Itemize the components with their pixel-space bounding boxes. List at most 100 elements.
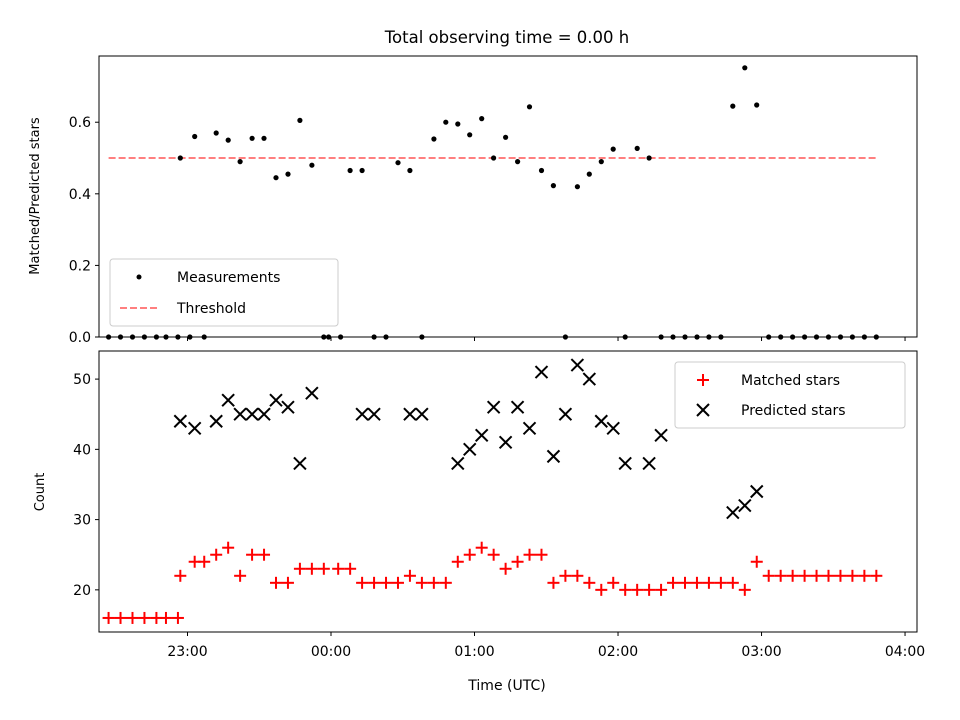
predicted-star-point	[546, 449, 561, 464]
measurement-point	[610, 146, 616, 152]
matched-star-point	[762, 569, 775, 582]
measurement-point	[455, 121, 461, 127]
predicted-star-point	[305, 386, 319, 400]
predicted-star-point	[750, 484, 764, 499]
measurement-point	[347, 167, 353, 174]
ratio-plot-area	[106, 65, 879, 340]
measurement-point	[526, 104, 533, 110]
y-axis-label: Matched/Predicted stars	[28, 117, 43, 275]
matched-star-point	[678, 576, 691, 589]
matched-star-point	[439, 576, 452, 589]
y-tick-label: 0.2	[69, 258, 91, 274]
matched-star-point	[317, 562, 330, 575]
ratio-axes-frame	[98, 55, 918, 338]
measurement-point	[538, 167, 545, 174]
predicted-star-point	[221, 393, 235, 407]
legend-measurements-marker	[136, 274, 142, 280]
matched-star-point	[702, 576, 715, 589]
legend-predicted-marker	[696, 403, 710, 417]
predicted-star-point	[558, 407, 573, 421]
matched-star-point	[269, 576, 282, 589]
predicted-star-point	[463, 442, 477, 457]
matched-star-point	[475, 541, 488, 554]
matched-star-point	[619, 583, 632, 596]
matched-star-point	[607, 576, 620, 589]
predicted-star-point	[726, 505, 740, 520]
measurement-point	[742, 65, 748, 71]
matched-star-point	[523, 548, 536, 561]
count-panel: Count Time (UTC) 20 30 40 50 23:00 00:00 01:0…	[33, 350, 925, 694]
predicted-star-point	[654, 428, 668, 443]
matched-star-point	[810, 569, 823, 582]
matched-star-point	[293, 562, 306, 575]
matched-star-point	[595, 583, 608, 596]
count-axes-frame	[98, 350, 918, 633]
predicted-star-point	[269, 393, 283, 407]
predicted-star-point	[293, 456, 307, 471]
matched-star-point	[126, 611, 139, 624]
measurement-point	[297, 117, 303, 123]
predicted-star-point	[451, 456, 465, 471]
predicted-star-point	[367, 407, 381, 421]
matched-star-point	[834, 569, 847, 582]
x-tick-label: 23:00	[167, 644, 207, 660]
matched-star-point	[714, 576, 727, 589]
x-tick-label: 00:00	[311, 644, 351, 660]
count-legend: Matched stars Predicted stars	[674, 361, 906, 429]
measurement-point	[479, 116, 485, 122]
matched-star-point	[415, 576, 428, 589]
ratio-y-ticks: 0.0 0.2 0.4 0.6	[69, 115, 99, 346]
matched-star-point	[198, 555, 211, 568]
measurement-point	[407, 167, 413, 174]
predicted-star-point	[642, 456, 656, 471]
matched-star-point	[786, 569, 799, 582]
x-tick-label: 02:00	[598, 644, 638, 660]
matched-star-point	[356, 576, 369, 589]
predicted-star-point	[618, 456, 632, 471]
legend-threshold-label: Threshold	[176, 301, 246, 317]
measurement-point	[273, 175, 279, 181]
measurement-point	[634, 145, 640, 151]
matched-star-point	[583, 576, 596, 589]
matched-star-point	[690, 576, 703, 589]
predicted-star-point	[209, 414, 223, 428]
measurement-point	[515, 159, 521, 165]
predicted-star-point	[534, 365, 549, 379]
matched-star-point	[798, 569, 811, 582]
matched-star-point	[846, 569, 859, 582]
measurement-point	[261, 135, 267, 141]
matched-star-point	[774, 569, 787, 582]
ratio-panel: Total observing time = 0.00 h Matched/Pr…	[28, 28, 918, 346]
measurement-point	[586, 171, 592, 177]
ratio-x-ticks	[186, 337, 906, 341]
count-y-ticks: 20 30 40 50	[73, 372, 99, 599]
matched-star-point	[159, 611, 172, 624]
measurement-point	[359, 167, 365, 174]
predicted-star-point	[403, 407, 417, 421]
matched-star-point	[234, 569, 247, 582]
measurement-point	[395, 160, 401, 166]
matched-star-point	[463, 548, 476, 561]
y-axis-label: Count	[33, 473, 48, 512]
matched-star-point	[403, 569, 416, 582]
predicted-star-point	[738, 498, 752, 513]
y-tick-label: 0.4	[69, 187, 91, 203]
y-tick-label: 40	[73, 442, 91, 458]
y-tick-label: 20	[73, 583, 91, 599]
predicted-star-point	[233, 407, 247, 421]
x-axis-label: Time (UTC)	[467, 678, 545, 694]
legend-matched-marker	[697, 374, 709, 386]
matched-star-point	[631, 583, 644, 596]
predicted-star-point	[281, 400, 295, 414]
predicted-star-point	[582, 372, 597, 386]
matched-star-point	[667, 576, 680, 589]
measurement-point	[646, 155, 652, 161]
predicted-star-point	[173, 414, 188, 428]
matched-star-point	[281, 576, 294, 589]
matched-star-point	[822, 569, 835, 582]
matched-star-point	[368, 576, 381, 589]
matched-star-point	[210, 548, 223, 561]
matched-star-point	[535, 548, 548, 561]
matched-star-point	[427, 576, 440, 589]
